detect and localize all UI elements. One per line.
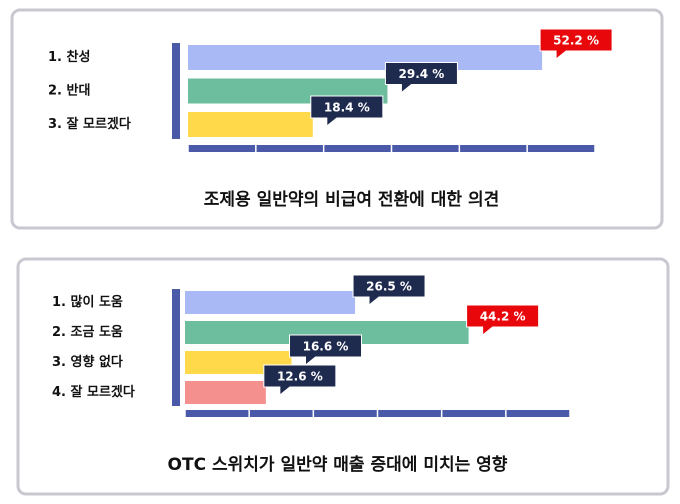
value-label: 12.6 % bbox=[277, 370, 323, 384]
value-label: 18.4 % bbox=[324, 101, 370, 115]
category-label: 4. 잘 모르겠다 bbox=[52, 384, 135, 400]
callout bbox=[310, 95, 384, 128]
value-label: 26.5 % bbox=[366, 280, 412, 294]
category-label: 2. 반대 bbox=[48, 83, 90, 99]
callout bbox=[466, 304, 540, 337]
bar bbox=[185, 381, 266, 404]
bar bbox=[188, 45, 543, 70]
value-label: 52.2 % bbox=[553, 34, 599, 48]
value-label: 16.6 % bbox=[303, 340, 349, 354]
chart-title: 조제용 일반약의 비급여 전환에 대한 의견 bbox=[204, 189, 499, 210]
callout bbox=[263, 364, 337, 397]
category-label: 1. 많이 도움 bbox=[52, 294, 123, 310]
bar bbox=[185, 291, 356, 314]
value-label: 44.2 % bbox=[480, 310, 526, 324]
callout bbox=[539, 28, 613, 61]
bar bbox=[188, 112, 313, 137]
side-bar bbox=[172, 43, 180, 139]
category-label: 1. 찬성 bbox=[48, 49, 90, 65]
bar bbox=[185, 321, 469, 344]
category-label: 3. 잘 모르겠다 bbox=[48, 116, 131, 132]
chart-title: OTC 스위치가 일반약 매출 증대에 미치는 영향 bbox=[168, 454, 508, 475]
value-label: 29.4 % bbox=[399, 67, 445, 81]
callout bbox=[384, 62, 458, 94]
side-bar bbox=[172, 289, 180, 406]
callout bbox=[289, 334, 363, 367]
callout bbox=[352, 274, 426, 307]
category-label: 3. 영향 없다 bbox=[52, 354, 123, 370]
category-label: 2. 조금 도움 bbox=[52, 324, 123, 340]
